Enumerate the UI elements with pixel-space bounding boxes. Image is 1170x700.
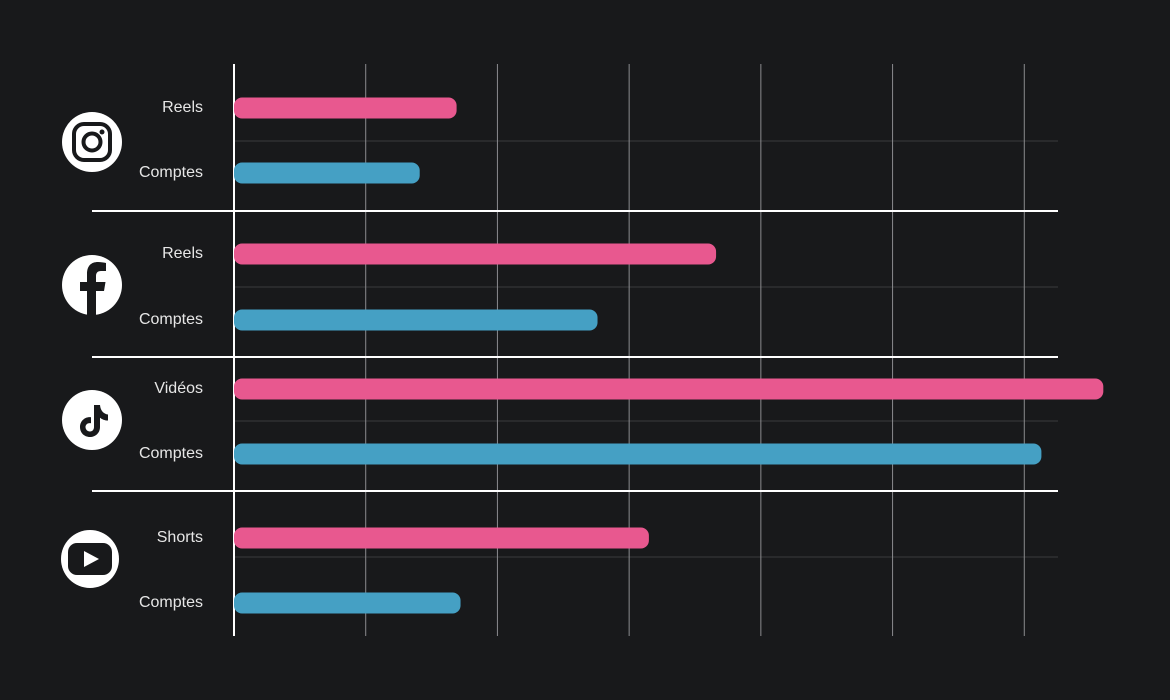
tiktok-icon	[62, 390, 122, 450]
bar	[234, 309, 598, 331]
bar	[234, 243, 717, 265]
bar	[234, 527, 649, 549]
category-label: Shorts	[157, 529, 203, 546]
bar	[234, 162, 420, 184]
category-label: Vidéos	[154, 380, 203, 397]
bar	[234, 592, 461, 614]
bar	[234, 97, 457, 119]
category-label: Comptes	[139, 164, 203, 181]
facebook-icon	[62, 255, 122, 315]
youtube-icon	[61, 530, 119, 588]
category-label: Reels	[162, 245, 203, 262]
grid	[92, 64, 1058, 636]
bars	[234, 97, 1104, 614]
instagram-icon	[62, 112, 122, 172]
bar	[234, 378, 1104, 400]
category-label: Comptes	[139, 311, 203, 328]
category-label: Comptes	[139, 445, 203, 462]
bar	[234, 443, 1042, 465]
category-label: Reels	[162, 99, 203, 116]
category-label: Comptes	[139, 594, 203, 611]
